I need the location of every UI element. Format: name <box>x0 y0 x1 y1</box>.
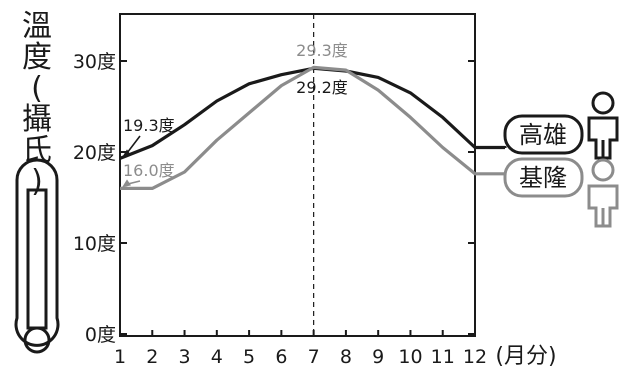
x-tick-label: 5 <box>243 346 255 368</box>
x-axis-ticks: 1 2 3 4 5 6 7 8 9 10 11 12 <box>114 330 487 368</box>
x-tick-label: 2 <box>146 346 158 368</box>
person-icon-keelung <box>587 158 619 228</box>
y-axis-ticks: 0度 10度 20度 30度 <box>73 51 475 346</box>
person-icon-kaohsiung <box>587 91 619 160</box>
annotation-arrowhead <box>122 179 131 188</box>
y-tick-label: 30度 <box>73 51 116 73</box>
series-layer <box>119 65 507 190</box>
annotation-arrowhead <box>122 149 131 158</box>
annotation-arrow <box>125 135 141 155</box>
x-axis-title: (月分) <box>495 344 556 369</box>
legend-label-kaohsiung: 高雄 <box>519 121 567 149</box>
legend-label-keelung: 基隆 <box>519 164 567 192</box>
x-tick-label: 11 <box>431 346 455 368</box>
y-tick-label: 20度 <box>73 142 116 164</box>
x-tick-label: 10 <box>398 346 422 368</box>
x-tick-label: 3 <box>178 346 190 368</box>
annotation-label: 19.3度 <box>123 116 175 135</box>
x-tick-label: 12 <box>463 346 487 368</box>
x-tick-label: 7 <box>308 346 320 368</box>
thermometer-icon <box>14 158 60 354</box>
legend-badge-kaohsiung <box>503 114 584 155</box>
x-tick-label: 6 <box>275 346 287 368</box>
legend: 高雄 基隆 <box>503 91 619 228</box>
legend-badge-keelung <box>503 157 584 198</box>
x-tick-label: 1 <box>114 346 126 368</box>
annotation-layer: 19.3度 16.0度 29.3度 29.2度 <box>122 41 348 188</box>
y-tick-label: 10度 <box>73 233 116 255</box>
x-tick-label: 9 <box>372 346 384 368</box>
annotation-label: 29.2度 <box>296 78 348 97</box>
y-tick-label: 0度 <box>85 324 116 346</box>
y-axis-title-text: 溫度(攝氏) <box>22 9 52 199</box>
annotation-label: 16.0度 <box>123 161 175 180</box>
series-line-keelung <box>120 65 507 190</box>
x-tick-label: 8 <box>340 346 352 368</box>
x-tick-label: 4 <box>211 346 223 368</box>
annotation-label: 29.3度 <box>296 41 348 60</box>
y-axis-title: 溫度(攝氏) <box>22 9 52 199</box>
